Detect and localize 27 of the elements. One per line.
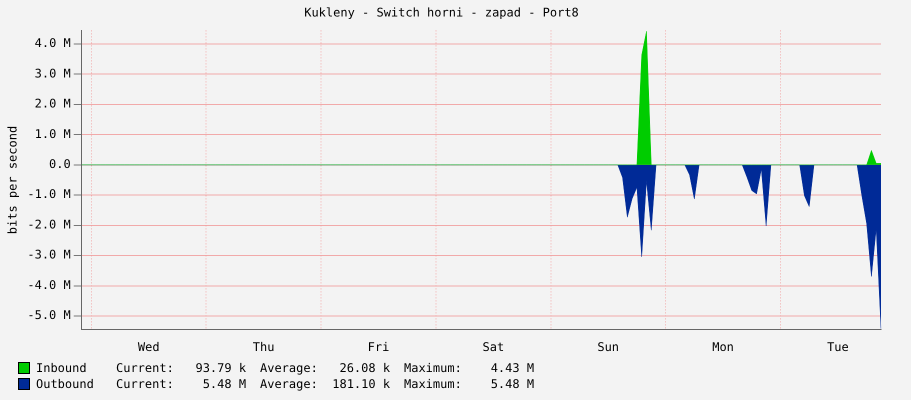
y-tick-label: -4.0 M (27, 278, 71, 292)
text: Average: 181.10 k (260, 377, 392, 391)
y-tick-label: -1.0 M (27, 187, 71, 202)
x-tick-label: Mon (712, 340, 734, 354)
text: Maximum: 4.43 M (404, 361, 536, 375)
y-tick-label: -3.0 M (27, 248, 71, 262)
y-tick-label: 2.0 M (34, 96, 71, 111)
legend-label: Outbound (36, 377, 95, 391)
y-tick-label: 4.0 M (34, 36, 71, 50)
y-tick-label: -2.0 M (27, 217, 71, 232)
text: Average: 26.08 k (260, 361, 392, 375)
y-axis-title: bits per second (5, 126, 20, 234)
legend-label: Inbound (36, 361, 88, 375)
y-tick-label: 3.0 M (34, 66, 71, 80)
text: Current: 93.79 k (116, 361, 248, 375)
x-tick-label: Thu (252, 340, 274, 354)
x-tick-label: Sun (597, 340, 620, 354)
text: Current: 5.48 M (116, 377, 248, 391)
text: Maximum: 5.48 M (404, 377, 536, 391)
x-tick-label: Tue (827, 340, 849, 354)
y-tick-label: -5.0 M (27, 308, 71, 322)
chart-title: Kukleny - Switch horni - zapad - Port8 (304, 5, 579, 20)
x-tick-label: Wed (138, 340, 160, 354)
y-tick-label: 0.0 (49, 157, 71, 172)
x-tick-label: Sat (482, 340, 504, 354)
y-tick-label: 1.0 M (34, 126, 71, 141)
x-tick-label: Fri (368, 340, 390, 354)
